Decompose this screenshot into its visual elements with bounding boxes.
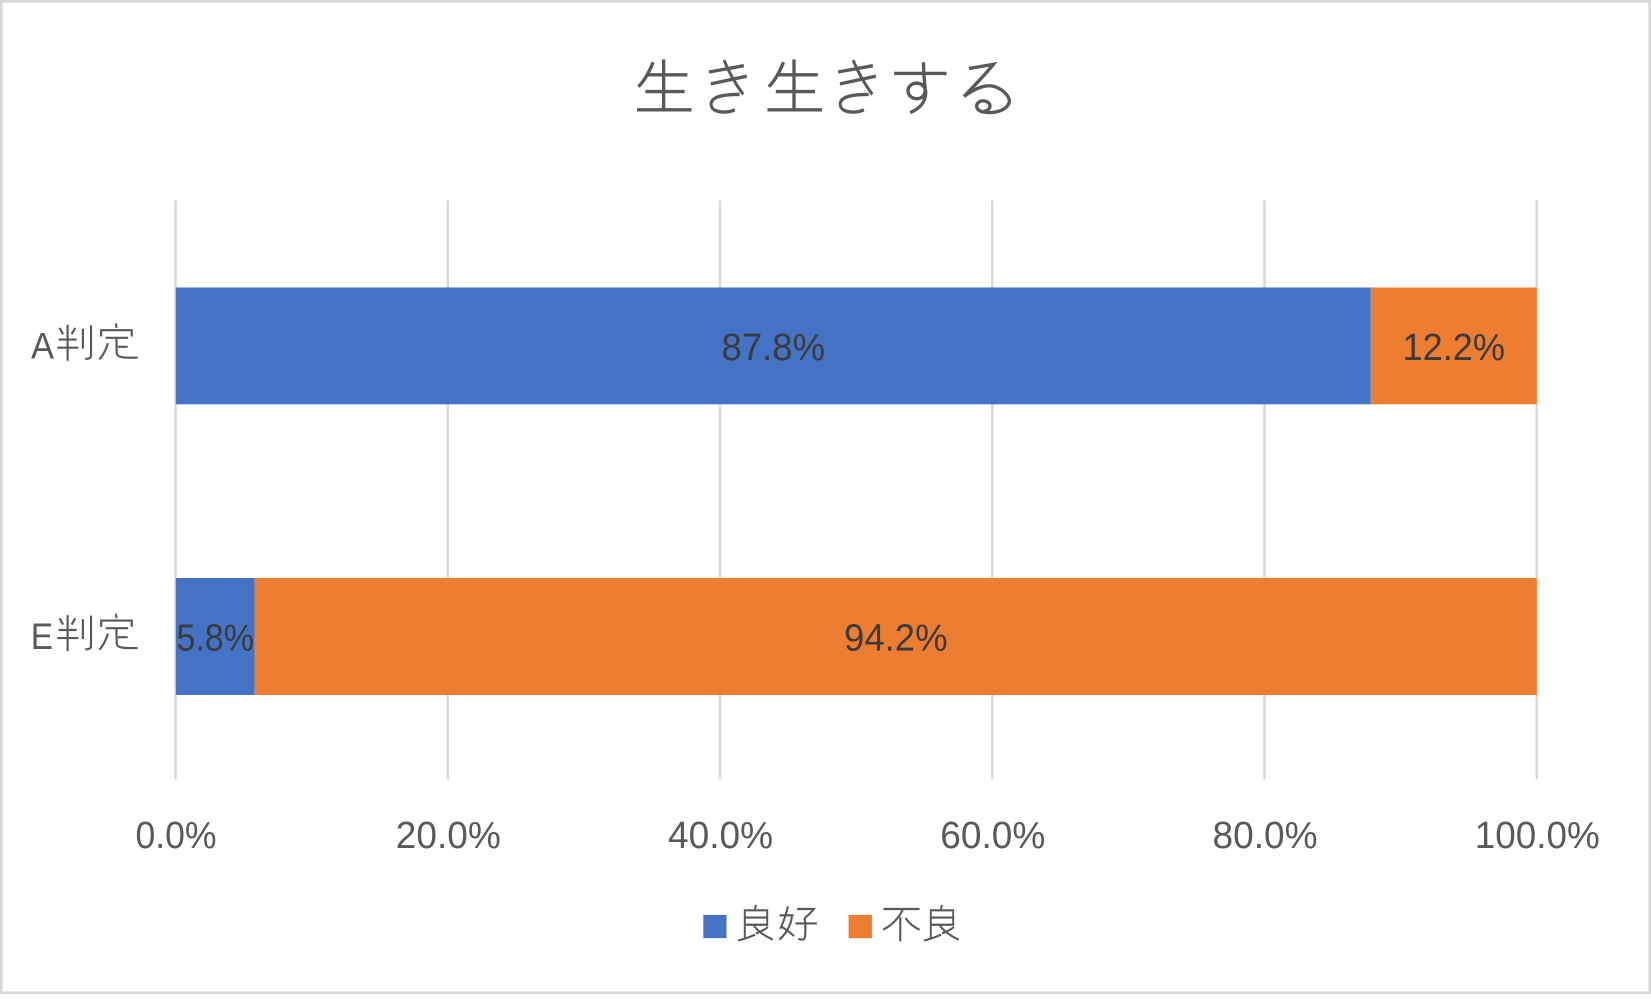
svg-text:60.0%: 60.0% (940, 815, 1045, 857)
svg-text:40.0%: 40.0% (668, 815, 773, 857)
svg-text:5.8%: 5.8% (176, 617, 254, 659)
svg-text:20.0%: 20.0% (396, 815, 501, 857)
svg-text:100.0%: 100.0% (1475, 815, 1600, 857)
svg-text:0.0%: 0.0% (136, 815, 217, 857)
svg-text:87.8%: 87.8% (722, 327, 826, 369)
svg-text:A: A (31, 324, 54, 367)
svg-text:12.2%: 12.2% (1403, 327, 1506, 369)
svg-text:E: E (31, 615, 53, 657)
svg-text:80.0%: 80.0% (1213, 815, 1318, 857)
svg-text:94.2%: 94.2% (844, 617, 948, 659)
